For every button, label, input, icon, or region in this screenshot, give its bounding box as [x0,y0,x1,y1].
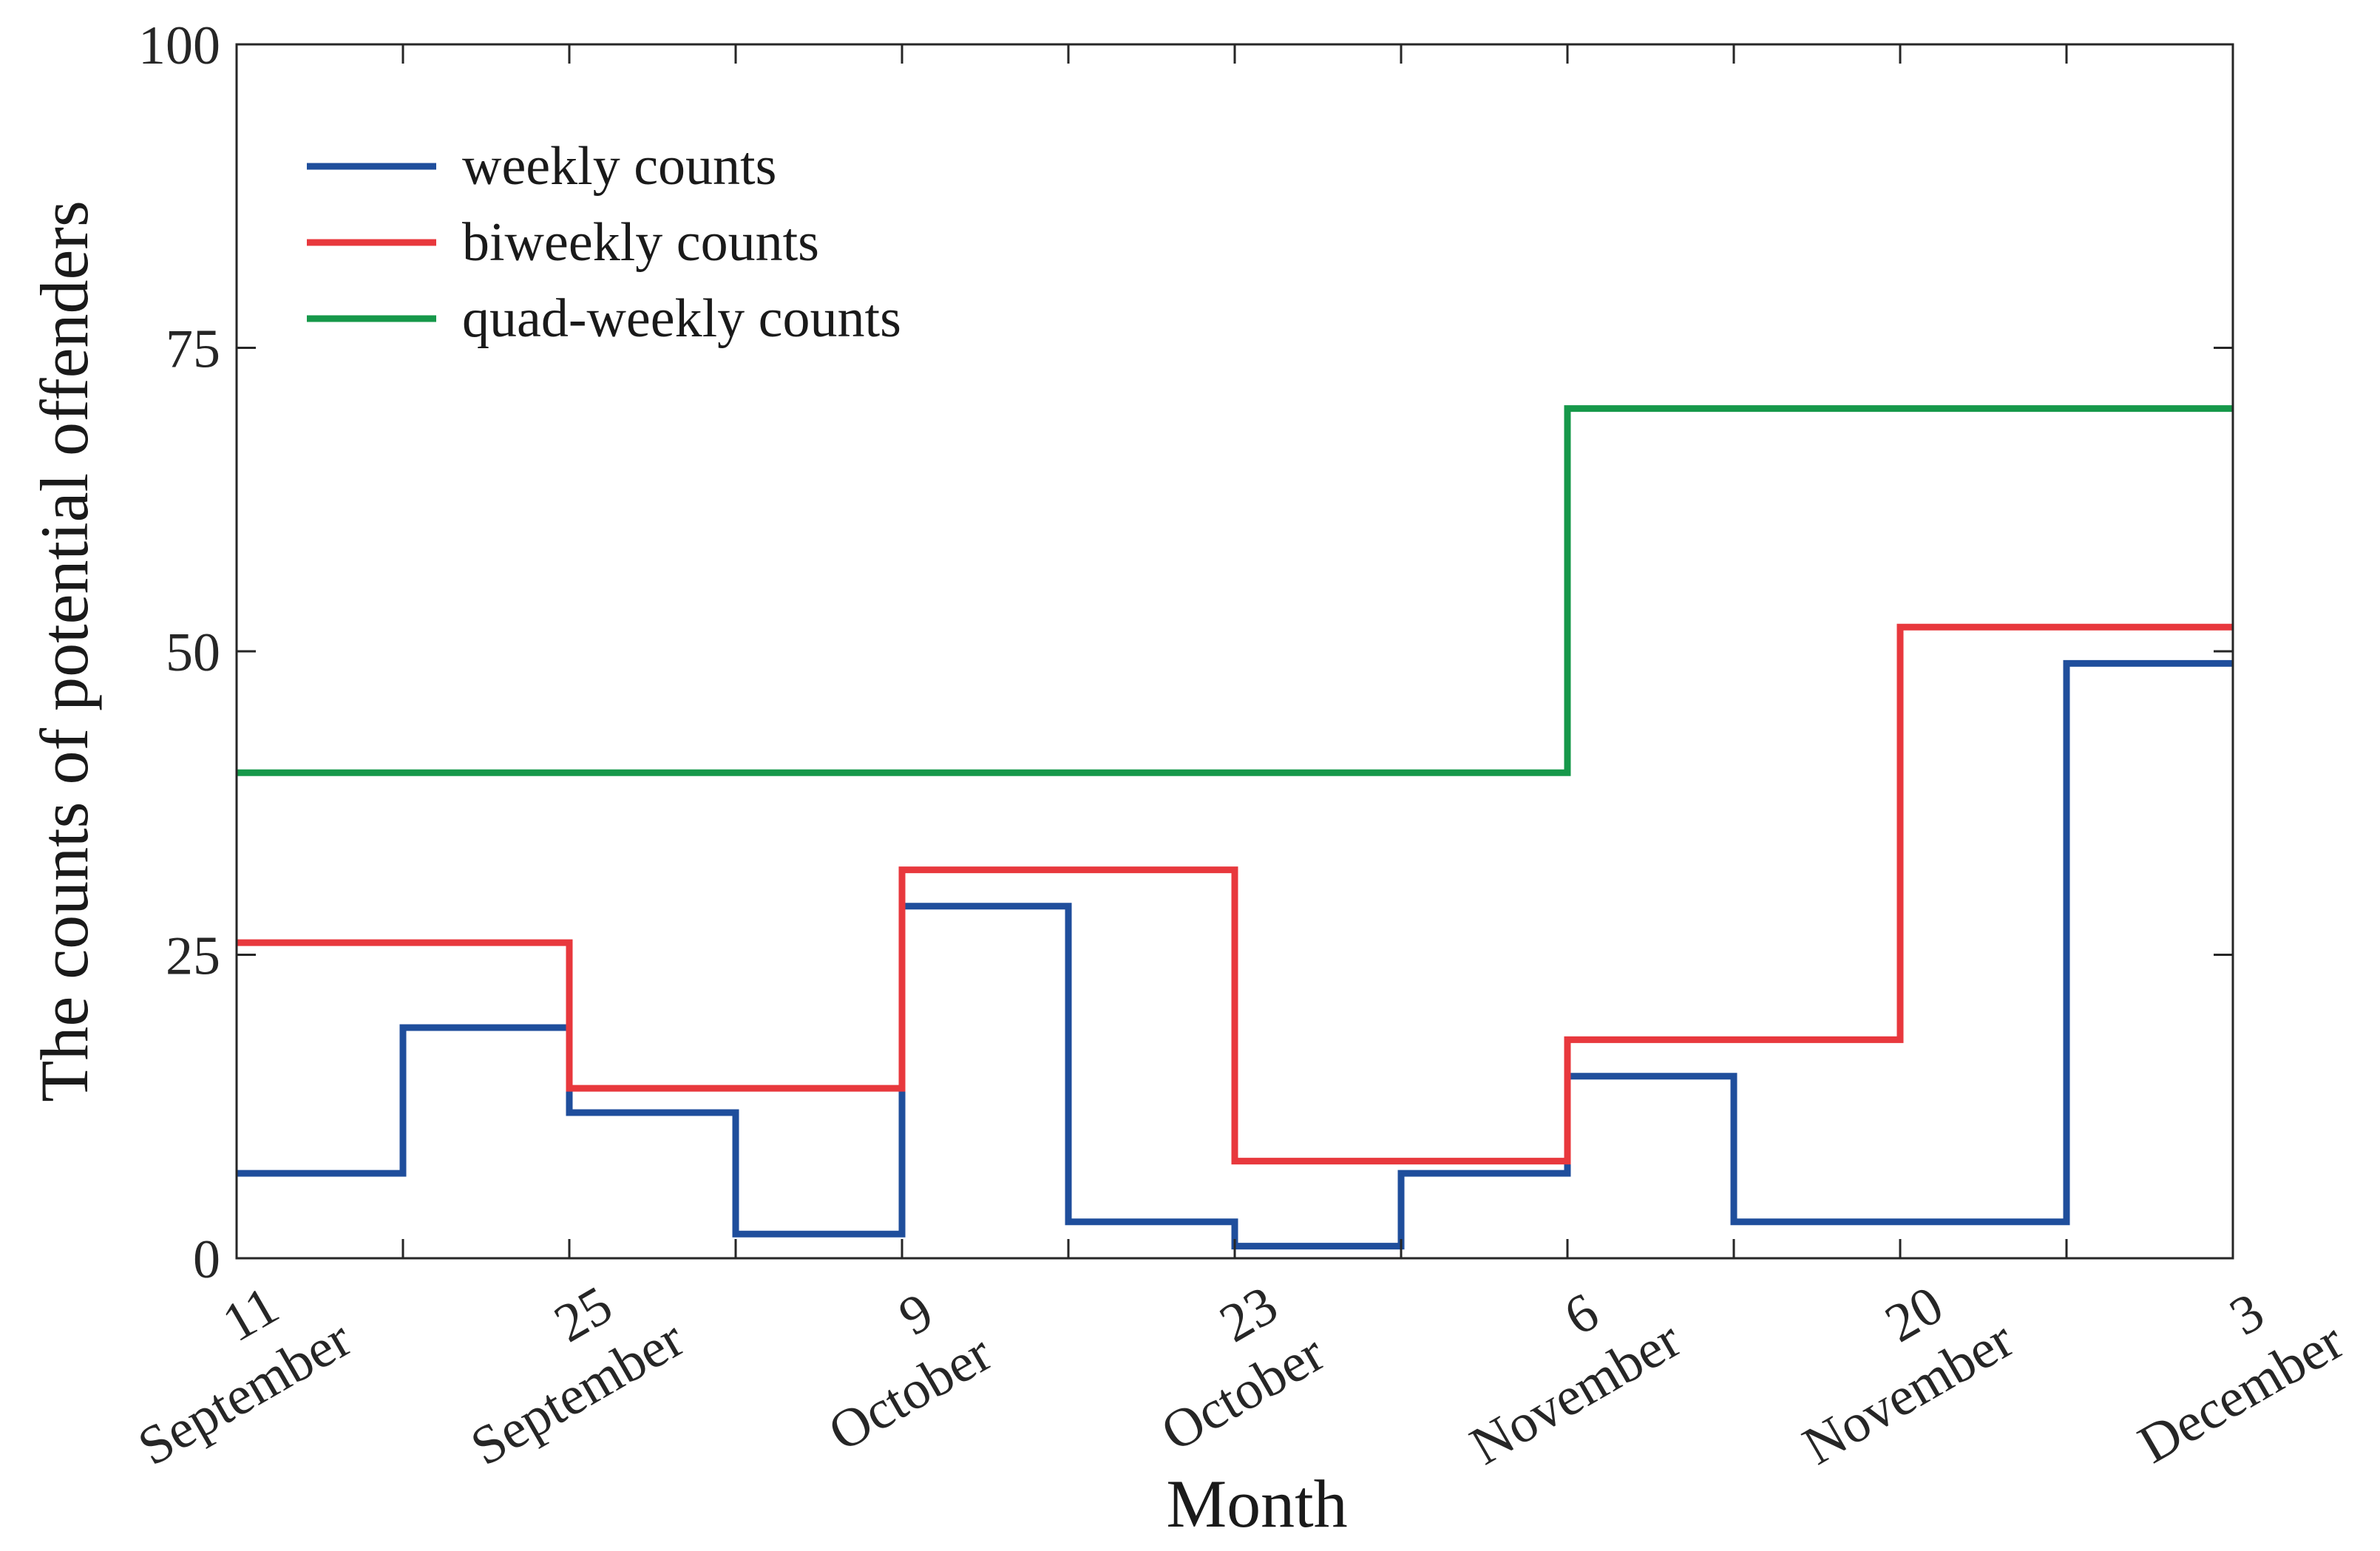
x-tick-month: November [1460,1309,1690,1477]
legend-label: biweekly counts [462,212,819,273]
y-tick-label: 75 [166,319,220,380]
x-tick-day: 3 [2220,1281,2274,1348]
y-axis-title: The counts of potential offenders [27,200,102,1102]
x-tick-month: December [2129,1311,2353,1476]
y-tick-label: 0 [193,1229,220,1290]
x-axis-title: Month [1166,1466,1347,1541]
y-axis-ticks: 0 25 50 75 100 [138,16,2233,1290]
legend-label: quad-weekly counts [462,288,901,349]
legend-label: weekly counts [462,136,776,197]
x-tick-month: October [818,1323,1001,1463]
x-tick-day: 9 [889,1281,943,1348]
x-tick-day: 6 [1554,1281,1608,1348]
y-tick-label: 50 [166,622,220,683]
y-tick-label: 25 [166,926,220,987]
series-line-quad-weekly-counts [237,405,2233,776]
y-tick-label: 100 [138,16,220,76]
series-layer [237,405,2233,1250]
legend: weekly counts biweekly counts quad-weekly … [307,136,901,349]
series-line-biweekly-counts [237,623,2233,1165]
